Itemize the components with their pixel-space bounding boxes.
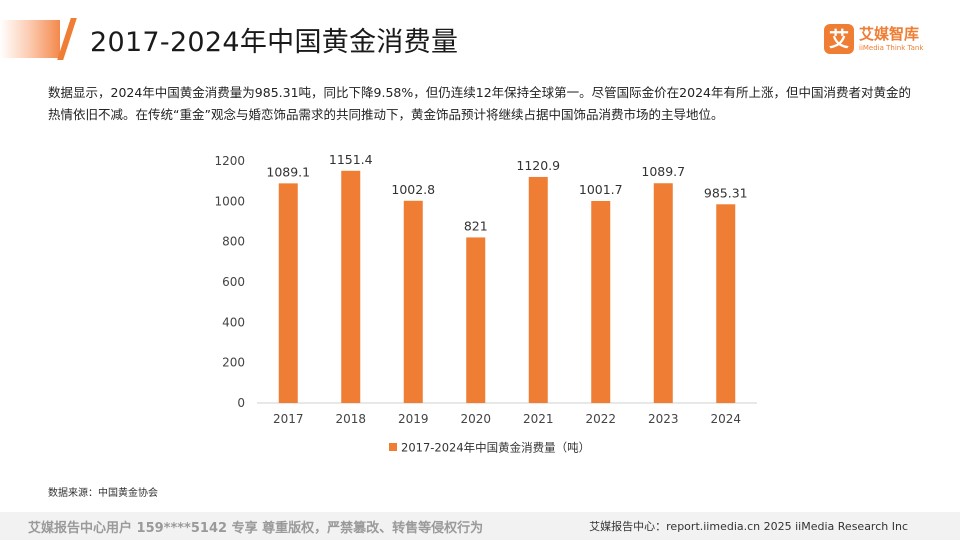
bar [466, 237, 486, 403]
footer-site-info: 艾媒报告中心：report.iimedia.cn 2025 iiMedia Re… [589, 520, 908, 533]
y-tick-label: 200 [222, 356, 245, 370]
bar [403, 200, 423, 403]
footer-bar: 艾媒报告中心用户 159****5142 专享 尊重版权，严禁篡改、转售等侵权行… [0, 512, 960, 540]
x-tick-label: 2021 [523, 412, 554, 426]
x-tick-label: 2019 [398, 412, 429, 426]
y-tick-label: 1000 [214, 194, 245, 208]
data-source-note: 数据来源：中国黄金协会 [48, 488, 158, 499]
data-label: 821 [464, 218, 488, 233]
bar [716, 204, 736, 403]
description-paragraph: 数据显示，2024年中国黄金消费量为985.31吨，同比下降9.58%，但仍连续… [48, 85, 911, 122]
title-bar: 2017-2024年中国黄金消费量 艾 艾媒智库 iiMedia Think T… [0, 10, 960, 68]
bar [591, 200, 611, 403]
data-label: 1151.4 [329, 152, 373, 167]
data-label: 1001.7 [579, 182, 623, 197]
x-tick-label: 2020 [460, 412, 491, 426]
y-tick-label: 0 [237, 396, 245, 410]
legend-swatch [389, 443, 397, 451]
x-tick-label: 2024 [710, 412, 741, 426]
y-tick-label: 400 [222, 315, 245, 329]
x-tick-label: 2018 [335, 412, 366, 426]
brand-subtitle: iiMedia Think Tank [859, 44, 924, 52]
data-label: 1089.7 [641, 164, 685, 179]
bar [341, 170, 361, 403]
y-tick-label: 600 [222, 275, 245, 289]
data-label: 1002.8 [391, 182, 435, 197]
x-tick-label: 2022 [585, 412, 616, 426]
page-title: 2017-2024年中国黄金消费量 [90, 27, 459, 58]
y-tick-label: 800 [222, 235, 245, 249]
footer-copyright-notice: 艾媒报告中心用户 159****5142 专享 尊重版权，严禁篡改、转售等侵权行… [28, 521, 484, 536]
brand-logo: 艾 艾媒智库 iiMedia Think Tank [824, 24, 934, 64]
bar [653, 183, 673, 403]
bar [528, 176, 548, 403]
legend-label: 2017-2024年中国黄金消费量（吨） [401, 441, 590, 455]
bar [278, 183, 298, 403]
title-accent-stripe [0, 20, 60, 58]
data-label: 1089.1 [266, 164, 310, 179]
brand-logo-icon: 艾 [824, 24, 854, 54]
x-tick-label: 2023 [648, 412, 679, 426]
data-label: 985.31 [704, 185, 748, 200]
brand-name: 艾媒智库 [859, 25, 920, 43]
y-tick-label: 1200 [214, 154, 245, 168]
x-tick-label: 2017 [273, 412, 304, 426]
data-label: 1120.9 [516, 158, 560, 173]
